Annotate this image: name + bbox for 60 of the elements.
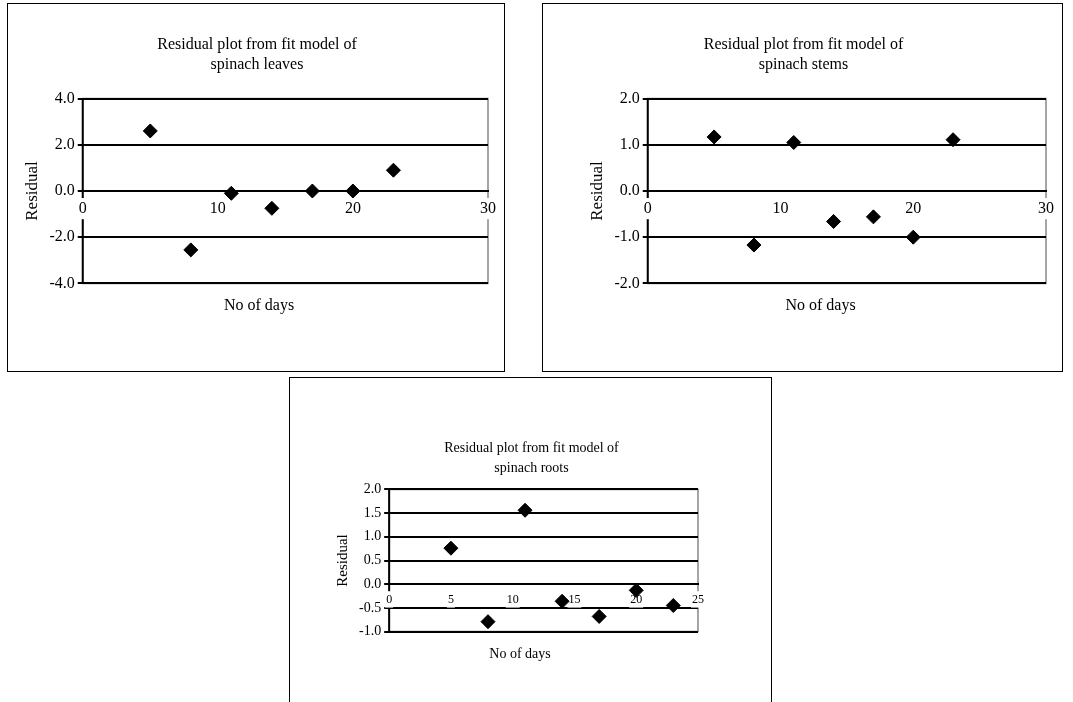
x-axis-title: No of days [222,296,296,314]
y-tick-label: 1.0 [619,135,640,152]
point [746,237,762,253]
y-tick-label: 4.0 [54,88,75,106]
y-tick-label: -2.0 [614,273,640,291]
y-axis-title: Residual [21,160,41,221]
x-tick-label: 30 [480,198,496,216]
y-axis-title: Residual [586,160,606,221]
x-tick-label: 20 [905,198,922,216]
y-tick-label: 0.0 [363,575,382,591]
point [945,132,961,148]
point [142,123,158,139]
x-tick-label: 30 [1038,198,1054,216]
chart-title: Residual plot from fit model of spinach roots [443,439,620,477]
chart-title: Residual plot from fit model of spinach stems [702,34,905,74]
point [480,614,496,630]
point [264,200,280,216]
y-tick-label: -2.0 [49,227,75,245]
point [826,213,842,229]
point [905,229,921,245]
y-tick-label: 0.0 [54,181,75,199]
point [591,608,607,624]
chart-title: Residual plot from fit model of spinach leaves [156,34,358,74]
point [706,129,722,145]
point [443,540,459,556]
y-tick-label: 0.0 [619,181,640,199]
x-tick-label: 10 [209,198,226,216]
point [385,162,401,178]
x-axis-title: No of days [488,646,552,662]
y-tick-label: -1.0 [614,227,640,245]
y-tick-label: -4.0 [49,273,75,291]
point [517,502,533,518]
y-tick-label: -0.5 [358,599,382,615]
y-tick-label: 1.5 [363,504,382,520]
point [786,134,802,150]
point [304,183,320,199]
y-tick-label: 2.0 [54,135,75,152]
y-tick-label: -1.0 [358,623,382,639]
x-axis-title: No of days [784,296,857,314]
y-tick-label: 2.0 [363,481,382,497]
y-tick-label: 2.0 [619,88,640,106]
y-axis-title: Residual [333,534,350,587]
point [865,209,881,225]
x-tick-label: 20 [344,198,361,216]
point [665,598,681,614]
point [223,185,239,201]
x-tick-label: 0 [386,591,393,606]
x-tick-label: 20 [630,591,643,606]
y-tick-label: 0.5 [363,552,382,568]
x-tick-label: 0 [643,198,652,216]
x-tick-label: 25 [692,591,704,606]
point [345,183,361,199]
x-tick-label: 5 [447,591,454,606]
x-tick-label: 0 [78,198,87,216]
x-tick-label: 10 [506,591,519,606]
point [183,242,199,258]
x-tick-label: 15 [568,591,581,606]
point [554,593,570,609]
x-tick-label: 10 [772,198,789,216]
y-tick-label: 1.0 [363,528,382,544]
